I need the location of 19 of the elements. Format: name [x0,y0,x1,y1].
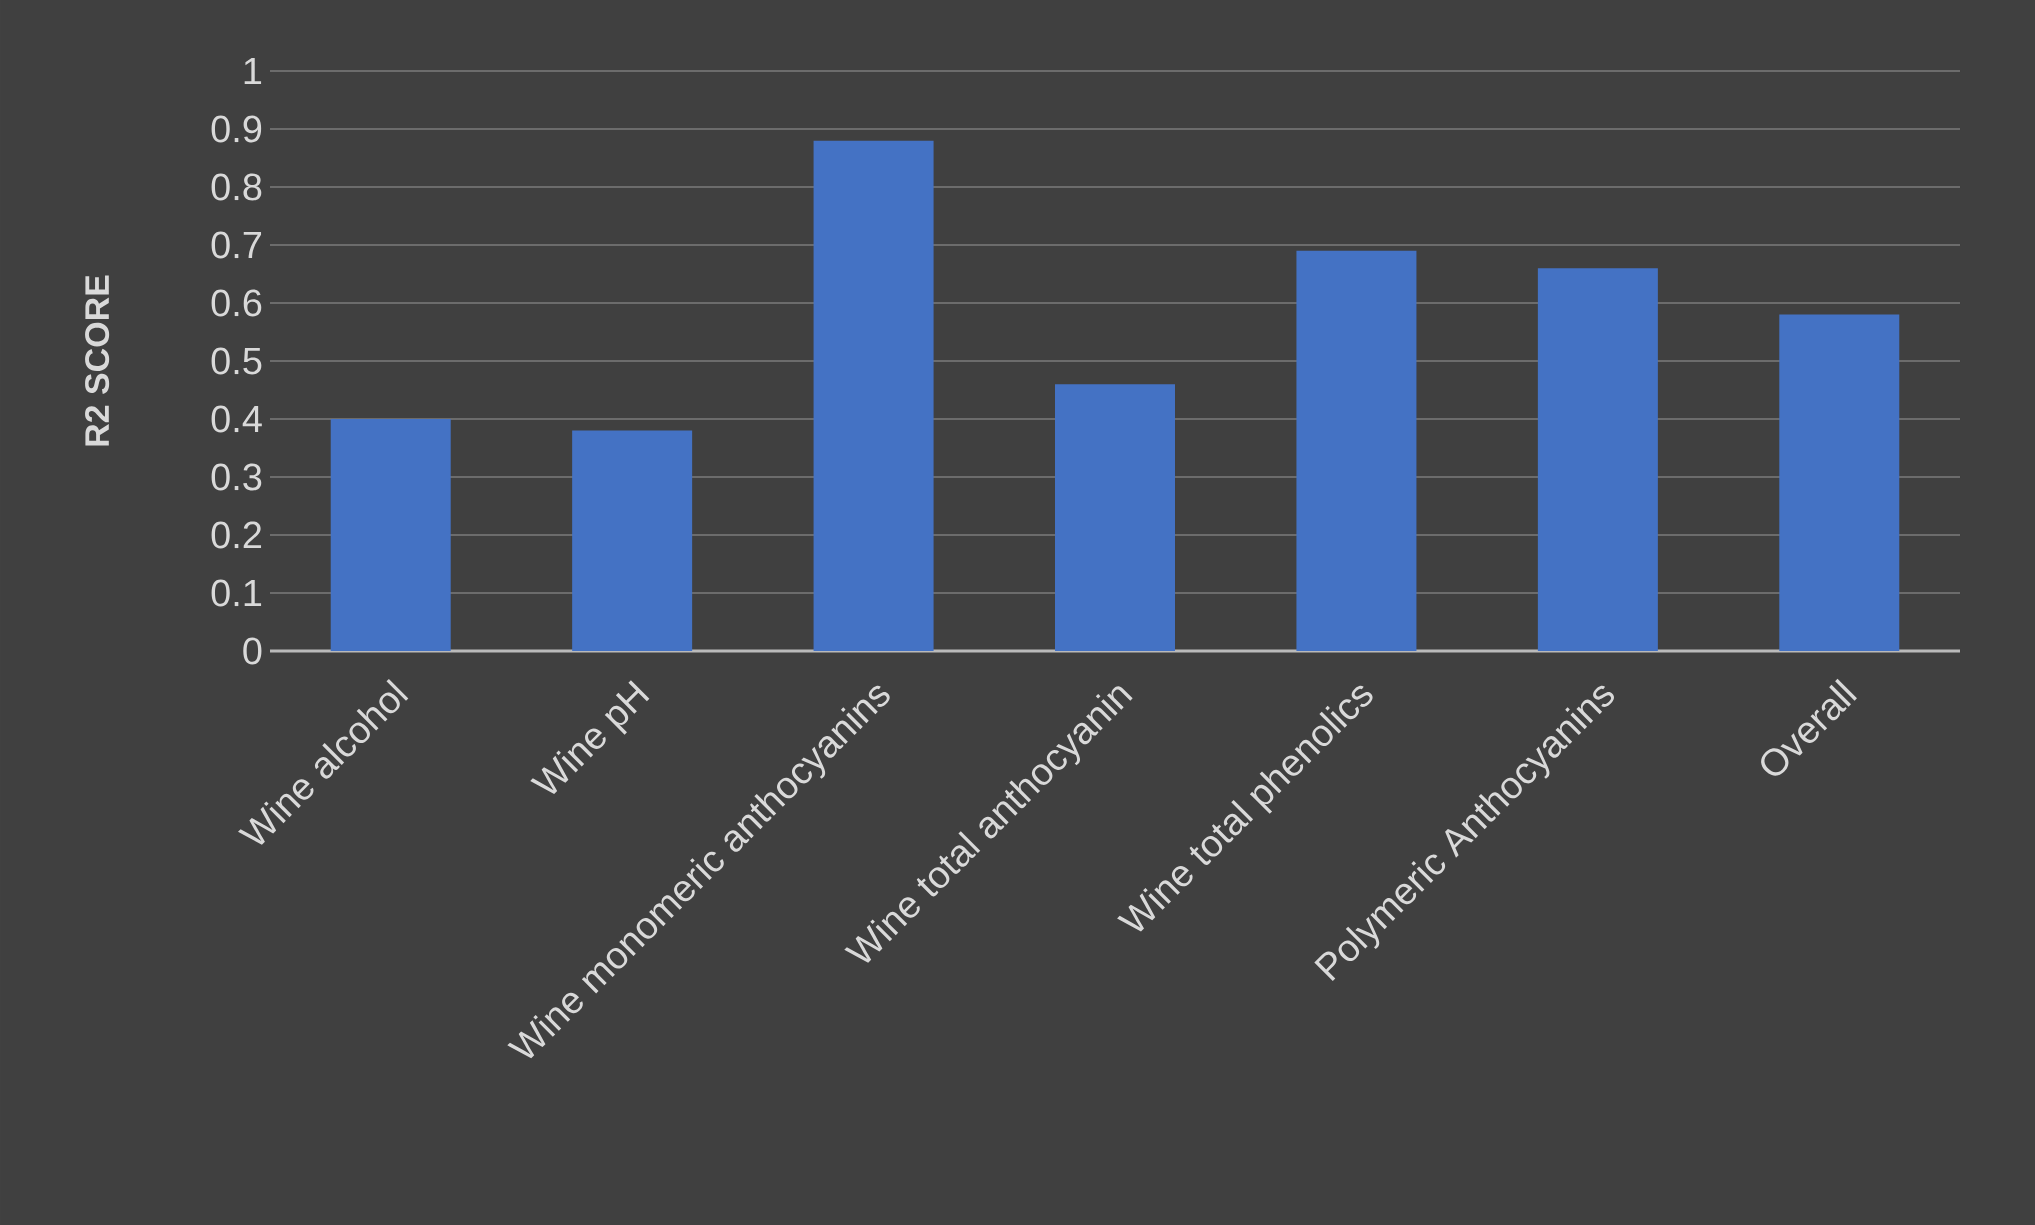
y-tick-label: 0.7 [211,231,262,259]
bar [1779,314,1900,651]
y-tick-label: 0.3 [211,463,262,491]
y-tick-label: 0.2 [211,521,262,549]
bar [572,430,693,651]
bar [1296,250,1417,651]
y-tick-label: 0.1 [211,579,262,607]
y-axis-title: R2 SCORE [85,275,110,446]
y-tick-label: 1 [244,57,262,85]
bar [330,418,451,651]
y-tick-label: 0.9 [211,115,262,143]
bar [1537,268,1658,651]
bar [1055,384,1175,651]
bar [813,140,934,651]
y-tick-label: 0.6 [211,289,262,317]
y-tick-label: 0.4 [211,405,262,433]
y-tick-label: 0.8 [211,173,262,201]
y-tick-label: 0.5 [211,347,262,375]
y-tick-label: 0 [243,637,262,665]
